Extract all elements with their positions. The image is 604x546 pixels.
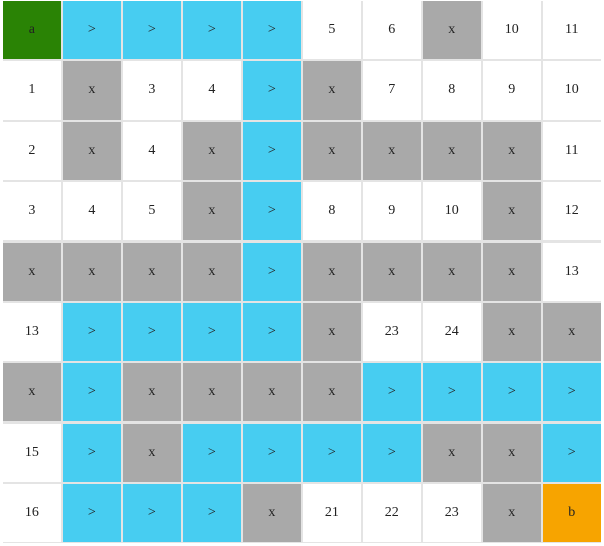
empty-cell[interactable]: 3 bbox=[3, 182, 61, 241]
path-cell[interactable]: > bbox=[122, 1, 181, 60]
empty-cell[interactable]: 9 bbox=[362, 182, 421, 241]
wall-cell[interactable]: x bbox=[362, 121, 421, 180]
wall-cell[interactable]: x bbox=[482, 302, 541, 362]
empty-cell[interactable]: 13 bbox=[3, 302, 61, 362]
path-cell[interactable]: > bbox=[362, 363, 421, 422]
wall-cell[interactable]: x bbox=[362, 242, 421, 301]
empty-cell[interactable]: 22 bbox=[362, 484, 421, 543]
empty-cell[interactable]: 8 bbox=[422, 61, 481, 120]
path-cell[interactable]: > bbox=[422, 363, 481, 422]
empty-cell[interactable]: 9 bbox=[482, 61, 541, 120]
path-cell[interactable]: > bbox=[182, 1, 241, 60]
path-cell[interactable]: > bbox=[182, 484, 241, 543]
wall-cell[interactable]: x bbox=[182, 121, 241, 180]
empty-cell[interactable]: 24 bbox=[422, 302, 481, 362]
path-cell[interactable]: > bbox=[182, 302, 241, 362]
wall-cell[interactable]: x bbox=[3, 363, 61, 422]
wall-cell[interactable]: x bbox=[242, 484, 301, 543]
empty-cell[interactable]: 3 bbox=[122, 61, 181, 120]
wall-cell[interactable]: x bbox=[62, 242, 121, 301]
wall-cell[interactable]: x bbox=[3, 242, 61, 301]
path-cell[interactable]: > bbox=[542, 363, 601, 422]
path-cell[interactable]: > bbox=[242, 423, 301, 482]
empty-cell[interactable]: 5 bbox=[302, 1, 361, 60]
wall-cell[interactable]: x bbox=[422, 423, 481, 482]
empty-cell[interactable]: 4 bbox=[62, 182, 121, 241]
path-cell[interactable]: > bbox=[362, 423, 421, 482]
maze-grid: a > > > >5 6 x 10 11 1 x 3 4 > x 7 8 9 10 2 x 4 x > x x x x 11 3 4 5 x >8… bbox=[3, 1, 601, 543]
empty-cell[interactable]: 6 bbox=[362, 1, 421, 60]
path-cell[interactable]: > bbox=[302, 423, 361, 482]
empty-cell[interactable]: 10 bbox=[542, 61, 601, 120]
empty-cell[interactable]: 16 bbox=[3, 484, 61, 543]
empty-cell[interactable]: 7 bbox=[362, 61, 421, 120]
wall-cell[interactable]: x bbox=[482, 242, 541, 301]
path-cell[interactable]: > bbox=[242, 1, 301, 60]
path-cell[interactable]: > bbox=[242, 121, 301, 180]
empty-cell[interactable]: 10 bbox=[482, 1, 541, 60]
empty-cell[interactable]: 4 bbox=[122, 121, 181, 180]
wall-cell[interactable]: x bbox=[122, 423, 181, 482]
end-cell[interactable]: b bbox=[542, 484, 601, 543]
path-cell[interactable]: > bbox=[242, 182, 301, 241]
wall-cell[interactable]: x bbox=[482, 121, 541, 180]
empty-cell[interactable]: 8 bbox=[302, 182, 361, 241]
empty-cell[interactable]: 10 bbox=[422, 182, 481, 241]
path-cell[interactable]: > bbox=[62, 423, 121, 482]
empty-cell[interactable]: 5 bbox=[122, 182, 181, 241]
wall-cell[interactable]: x bbox=[542, 302, 601, 362]
path-cell[interactable]: > bbox=[62, 1, 121, 60]
wall-cell[interactable]: x bbox=[302, 121, 361, 180]
wall-cell[interactable]: x bbox=[182, 182, 241, 241]
empty-cell[interactable]: 1 bbox=[3, 61, 61, 120]
wall-cell[interactable]: x bbox=[302, 363, 361, 422]
wall-cell[interactable]: x bbox=[182, 363, 241, 422]
empty-cell[interactable]: 11 bbox=[542, 121, 601, 180]
path-cell[interactable]: > bbox=[242, 242, 301, 301]
wall-cell[interactable]: x bbox=[122, 242, 181, 301]
empty-cell[interactable]: 2 bbox=[3, 121, 61, 180]
empty-cell[interactable]: 23 bbox=[422, 484, 481, 543]
empty-cell[interactable]: 4 bbox=[182, 61, 241, 120]
wall-cell[interactable]: x bbox=[62, 121, 121, 180]
empty-cell[interactable]: 15 bbox=[3, 423, 61, 482]
wall-cell[interactable]: x bbox=[62, 61, 121, 120]
path-cell[interactable]: > bbox=[122, 302, 181, 362]
path-cell[interactable]: > bbox=[242, 61, 301, 120]
path-cell[interactable]: > bbox=[182, 423, 241, 482]
empty-cell[interactable]: 23 bbox=[362, 302, 421, 362]
wall-cell[interactable]: x bbox=[242, 363, 301, 422]
path-cell[interactable]: > bbox=[62, 484, 121, 543]
empty-cell[interactable]: 13 bbox=[542, 242, 601, 301]
wall-cell[interactable]: x bbox=[482, 182, 541, 241]
wall-cell[interactable]: x bbox=[302, 242, 361, 301]
path-cell[interactable]: > bbox=[242, 302, 301, 362]
wall-cell[interactable]: x bbox=[122, 363, 181, 422]
path-cell[interactable]: > bbox=[482, 363, 541, 422]
path-cell[interactable]: > bbox=[62, 363, 121, 422]
wall-cell[interactable]: x bbox=[482, 423, 541, 482]
path-cell[interactable]: > bbox=[122, 484, 181, 543]
empty-cell[interactable]: 12 bbox=[542, 182, 601, 241]
path-cell[interactable]: > bbox=[62, 302, 121, 362]
start-cell[interactable]: a bbox=[3, 1, 61, 60]
wall-cell[interactable]: x bbox=[482, 484, 541, 543]
wall-cell[interactable]: x bbox=[422, 121, 481, 180]
wall-cell[interactable]: x bbox=[302, 302, 361, 362]
path-cell[interactable]: > bbox=[542, 423, 601, 482]
wall-cell[interactable]: x bbox=[182, 242, 241, 301]
wall-cell[interactable]: x bbox=[422, 242, 481, 301]
wall-cell[interactable]: x bbox=[302, 61, 361, 120]
empty-cell[interactable]: 11 bbox=[542, 1, 601, 60]
empty-cell[interactable]: 21 bbox=[302, 484, 361, 543]
wall-cell[interactable]: x bbox=[422, 1, 481, 60]
